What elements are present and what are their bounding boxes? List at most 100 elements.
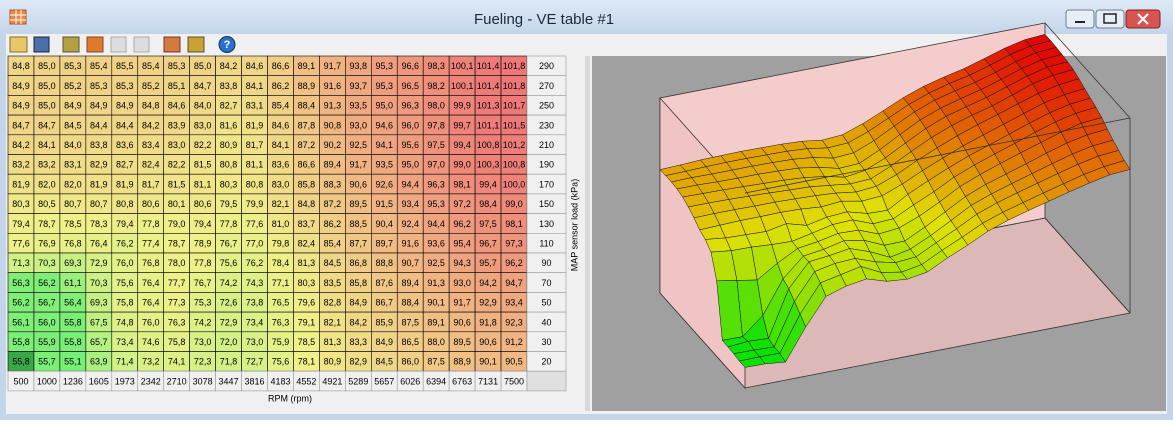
cell-value: 81,0	[272, 219, 290, 229]
cell-value: 76,9	[38, 239, 56, 249]
cell-value: 89,1	[298, 61, 316, 71]
cell-value: 81,5	[168, 179, 186, 189]
cell-value: 74,3	[246, 278, 264, 288]
cell-value: 85,8	[298, 179, 316, 189]
minimize-button[interactable]	[1065, 9, 1095, 29]
cell-value: 78,5	[64, 219, 82, 229]
cell-value: 77,3	[168, 298, 186, 308]
cell-value: 96,7	[479, 239, 497, 249]
surface-face	[1103, 160, 1131, 176]
cell-value: 100,8	[503, 160, 526, 170]
cell-value: 87,8	[298, 120, 316, 130]
cell-value: 95,0	[401, 160, 419, 170]
open-button[interactable]	[9, 36, 28, 53]
cell-value: 101,1	[477, 120, 500, 130]
help-button[interactable]	[218, 36, 236, 53]
cell-value: 88,9	[298, 81, 316, 91]
cell-value: 89,1	[427, 317, 445, 327]
cell-value: 65,7	[90, 337, 108, 347]
cell-value: 96,0	[401, 120, 419, 130]
load-header: 20	[541, 357, 551, 367]
cell-value: 85,3	[64, 61, 82, 71]
rpm-header: 7500	[504, 376, 524, 386]
cell-value: 95,6	[401, 140, 419, 150]
splitter[interactable]	[585, 56, 590, 411]
rpm-header: 2342	[141, 376, 161, 386]
cell-value: 56,7	[38, 298, 56, 308]
cell-value: 77,1	[272, 278, 290, 288]
cell-value: 76,5	[272, 298, 290, 308]
surface-button[interactable]	[86, 36, 104, 53]
cell-value: 84,7	[38, 120, 56, 130]
cell-value: 74,1	[168, 357, 186, 367]
rpm-header: 5289	[348, 376, 368, 386]
cell-value: 84,9	[64, 101, 82, 111]
table3-button[interactable]	[187, 36, 205, 53]
cell-value: 95,4	[453, 239, 471, 249]
table2-button[interactable]	[163, 36, 181, 53]
load-header: 270	[539, 81, 554, 91]
cell-value: 77,0	[246, 239, 264, 249]
split-h-button[interactable]	[133, 36, 150, 53]
cell-value: 85,0	[38, 61, 56, 71]
cell-value: 79,9	[246, 199, 264, 209]
cell-value: 91,6	[401, 239, 419, 249]
cell-value: 95,3	[376, 81, 394, 91]
cell-value: 75,8	[116, 298, 134, 308]
cell-value: 56,2	[12, 298, 30, 308]
cell-value: 75,8	[168, 337, 186, 347]
cell-value: 56,4	[64, 298, 82, 308]
cell-value: 99,4	[479, 179, 497, 189]
cell-value: 72,6	[220, 298, 238, 308]
cell-value: 93,0	[350, 120, 368, 130]
cell-value: 84,1	[246, 81, 264, 91]
cell-value: 101,4	[477, 61, 500, 71]
cell-value: 95,3	[427, 199, 445, 209]
cell-value: 87,2	[298, 140, 316, 150]
cell-value: 82,7	[116, 160, 134, 170]
cell-value: 84,9	[350, 298, 368, 308]
cell-value: 94,4	[427, 219, 445, 229]
cell-value: 77,8	[194, 258, 212, 268]
cell-value: 81,5	[194, 160, 212, 170]
cell-value: 79,4	[12, 219, 30, 229]
cell-value: 73,4	[116, 337, 134, 347]
cell-value: 79,8	[272, 239, 290, 249]
cell-value: 86,6	[272, 61, 290, 71]
cell-value: 79,4	[116, 219, 134, 229]
cell-value: 83,0	[272, 179, 290, 189]
cell-value: 76,8	[142, 258, 160, 268]
cell-value: 94,7	[505, 278, 523, 288]
rpm-header: 3447	[219, 376, 239, 386]
cell-value: 83,8	[90, 140, 108, 150]
cell-value: 84,4	[116, 120, 134, 130]
cell-value: 69,3	[64, 258, 82, 268]
cell-value: 79,6	[298, 298, 316, 308]
cell-value: 85,1	[168, 81, 186, 91]
cell-value: 80,9	[220, 140, 238, 150]
rpm-header: 3816	[245, 376, 265, 386]
cell-value: 86,7	[376, 298, 394, 308]
cell-value: 55,8	[64, 317, 82, 327]
maximize-button[interactable]	[1095, 9, 1125, 29]
cell-value: 95,0	[376, 101, 394, 111]
cell-value: 95,3	[376, 61, 394, 71]
cell-value: 77,7	[168, 278, 186, 288]
cell-value: 97,0	[427, 160, 445, 170]
split-v-button[interactable]	[110, 36, 127, 53]
cell-value: 93,4	[505, 298, 523, 308]
cell-value: 86,8	[350, 258, 368, 268]
cell-value: 97,3	[505, 239, 523, 249]
cell-value: 84,9	[12, 81, 30, 91]
cell-value: 76,4	[142, 298, 160, 308]
save-button[interactable]	[33, 36, 50, 53]
box-edge	[744, 117, 1131, 194]
cell-value: 92,5	[350, 140, 368, 150]
cell-value: 72,3	[194, 357, 212, 367]
cell-value: 101,8	[503, 61, 526, 71]
cell-value: 75,6	[272, 357, 290, 367]
svg-text:?: ?	[224, 39, 231, 51]
cell-value: 81,7	[246, 140, 264, 150]
table-button[interactable]	[62, 36, 80, 53]
